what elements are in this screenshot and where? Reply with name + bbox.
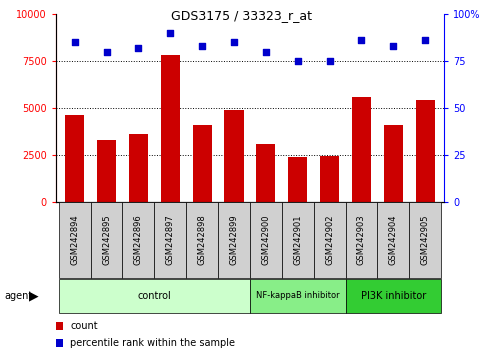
Bar: [123, 202, 155, 278]
Bar: [186, 202, 218, 278]
Bar: [256, 144, 275, 202]
Point: [103, 49, 111, 55]
Text: GSM242895: GSM242895: [102, 215, 111, 265]
Bar: [409, 202, 441, 278]
Bar: [59, 279, 250, 313]
Point: [294, 58, 301, 64]
Bar: [218, 202, 250, 278]
Text: percentile rank within the sample: percentile rank within the sample: [70, 338, 235, 348]
Bar: [416, 101, 435, 202]
Bar: [129, 134, 148, 202]
Bar: [352, 97, 371, 202]
Point: [357, 38, 365, 43]
Bar: [193, 125, 212, 202]
Text: count: count: [70, 321, 98, 331]
Text: GSM242904: GSM242904: [389, 215, 398, 265]
Point: [230, 40, 238, 45]
Point: [389, 43, 397, 49]
Point: [71, 40, 79, 45]
Point: [262, 49, 270, 55]
Text: PI3K inhibitor: PI3K inhibitor: [361, 291, 426, 301]
Text: agent: agent: [5, 291, 33, 301]
Text: control: control: [138, 291, 171, 301]
Bar: [288, 157, 307, 202]
Text: GDS3175 / 33323_r_at: GDS3175 / 33323_r_at: [171, 9, 312, 22]
Bar: [225, 110, 243, 202]
Bar: [384, 125, 403, 202]
Point: [326, 58, 333, 64]
Point: [135, 45, 142, 51]
Text: GSM242905: GSM242905: [421, 215, 430, 265]
Text: GSM242901: GSM242901: [293, 215, 302, 265]
Bar: [161, 56, 180, 202]
Bar: [250, 279, 345, 313]
Bar: [282, 202, 313, 278]
Bar: [250, 202, 282, 278]
Text: ▶: ▶: [29, 289, 39, 302]
Text: GSM242894: GSM242894: [70, 215, 79, 265]
Bar: [91, 202, 123, 278]
Bar: [97, 140, 116, 202]
Bar: [345, 279, 441, 313]
Text: GSM242898: GSM242898: [198, 215, 207, 265]
Point: [199, 43, 206, 49]
Bar: [155, 202, 186, 278]
Bar: [320, 156, 339, 202]
Text: GSM242896: GSM242896: [134, 215, 143, 265]
Text: GSM242897: GSM242897: [166, 215, 175, 265]
Bar: [59, 202, 91, 278]
Bar: [377, 202, 409, 278]
Bar: [313, 202, 345, 278]
Text: GSM242903: GSM242903: [357, 215, 366, 265]
Text: GSM242902: GSM242902: [325, 215, 334, 265]
Text: NF-kappaB inhibitor: NF-kappaB inhibitor: [256, 291, 340, 300]
Point: [421, 38, 429, 43]
Text: GSM242899: GSM242899: [229, 215, 239, 265]
Bar: [65, 115, 84, 202]
Bar: [345, 202, 377, 278]
Text: GSM242900: GSM242900: [261, 215, 270, 265]
Point: [167, 30, 174, 36]
